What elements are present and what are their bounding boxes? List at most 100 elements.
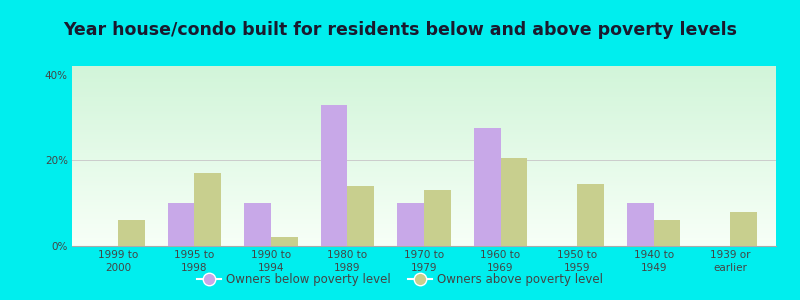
Bar [72, 232, 776, 233]
Bar [72, 227, 776, 228]
Bar [72, 99, 776, 100]
Bar [72, 138, 776, 139]
Bar [72, 193, 776, 194]
Bar [72, 229, 776, 230]
Bar [72, 106, 776, 107]
Bar [72, 196, 776, 197]
Bar [72, 180, 776, 181]
Bar [72, 171, 776, 172]
Bar [72, 127, 776, 128]
Bar [72, 218, 776, 219]
Bar [72, 173, 776, 174]
Bar [72, 243, 776, 244]
Bar [72, 128, 776, 129]
Bar [626, 203, 654, 246]
Bar [72, 192, 776, 193]
Text: Year house/condo built for residents below and above poverty levels: Year house/condo built for residents bel… [63, 21, 737, 39]
Bar [72, 201, 776, 202]
Bar [72, 76, 776, 77]
Bar [72, 226, 776, 227]
Bar [72, 119, 776, 120]
Bar [72, 113, 776, 114]
Bar [72, 144, 776, 145]
Bar [72, 174, 776, 175]
Bar [72, 70, 776, 71]
Bar [72, 217, 776, 218]
Bar [72, 112, 776, 113]
Bar [72, 71, 776, 72]
Bar [72, 228, 776, 229]
Bar [72, 203, 776, 204]
Bar [72, 72, 776, 73]
Bar [72, 182, 776, 183]
Bar [72, 120, 776, 121]
Bar [72, 184, 776, 185]
Bar [72, 148, 776, 149]
Bar [72, 149, 776, 150]
Bar [72, 199, 776, 200]
Bar [72, 94, 776, 95]
Bar [72, 151, 776, 152]
Bar [72, 111, 776, 112]
Bar [72, 81, 776, 82]
Bar [72, 234, 776, 235]
Bar [72, 117, 776, 118]
Bar [72, 104, 776, 105]
Bar [72, 89, 776, 90]
Bar [72, 195, 776, 196]
Bar [72, 231, 776, 232]
Bar [72, 79, 776, 80]
Bar [72, 107, 776, 108]
Bar [72, 152, 776, 153]
Bar [72, 131, 776, 132]
Bar [347, 186, 374, 246]
Bar [72, 220, 776, 221]
Bar [72, 92, 776, 93]
Bar [72, 126, 776, 127]
Bar [72, 230, 776, 231]
Bar [72, 206, 776, 207]
Bar [72, 115, 776, 116]
Bar [72, 205, 776, 206]
Bar [72, 191, 776, 192]
Bar [72, 135, 776, 136]
Bar [72, 188, 776, 189]
Bar [72, 164, 776, 165]
Bar [72, 147, 776, 148]
Bar [72, 142, 776, 143]
Bar [72, 103, 776, 104]
Bar [72, 75, 776, 76]
Bar [72, 245, 776, 246]
Bar [72, 67, 776, 68]
Bar [72, 143, 776, 144]
Bar [72, 145, 776, 146]
Bar [72, 233, 776, 234]
Bar [577, 184, 604, 246]
Bar [72, 160, 776, 161]
Bar [72, 105, 776, 106]
Bar [194, 173, 222, 246]
Bar [72, 77, 776, 78]
Bar [118, 220, 145, 246]
Bar [72, 224, 776, 225]
Bar [72, 157, 776, 158]
Bar [271, 237, 298, 246]
Bar [72, 241, 776, 242]
Bar [72, 169, 776, 170]
Bar [730, 212, 757, 246]
Bar [72, 122, 776, 123]
Bar [72, 136, 776, 137]
Bar [72, 137, 776, 138]
Bar [398, 203, 424, 246]
Bar [72, 209, 776, 210]
Bar [72, 175, 776, 176]
Bar [72, 208, 776, 209]
Bar [72, 160, 776, 161]
Bar [72, 110, 776, 111]
Bar [72, 183, 776, 184]
Bar [72, 163, 776, 164]
Bar [321, 105, 347, 246]
Bar [72, 194, 776, 195]
Bar [72, 168, 776, 169]
Bar [72, 204, 776, 205]
